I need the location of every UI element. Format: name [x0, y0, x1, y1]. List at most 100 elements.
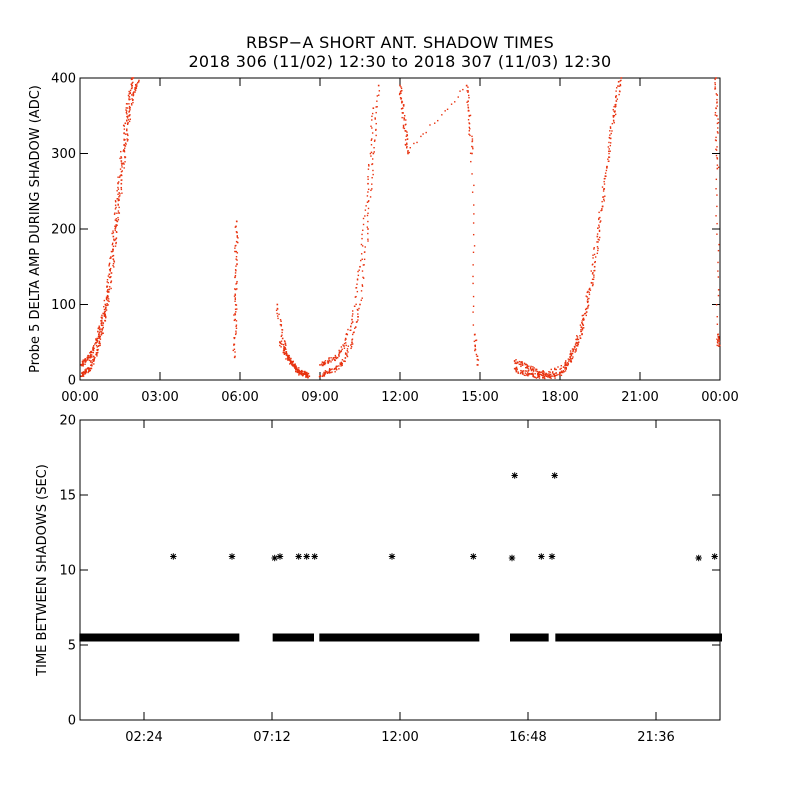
data-point — [524, 372, 527, 374]
data-point — [596, 235, 599, 238]
data-point — [582, 319, 585, 321]
data-point — [716, 222, 718, 225]
data-point — [590, 282, 593, 284]
data-point — [108, 268, 111, 271]
data-point — [462, 88, 464, 91]
data-point — [234, 274, 237, 277]
data-point — [123, 144, 125, 146]
data-point — [549, 376, 551, 379]
data-point — [413, 142, 415, 145]
data-point — [539, 371, 541, 373]
data-point — [100, 328, 102, 330]
data-point — [103, 313, 105, 315]
data-point — [303, 553, 310, 560]
data-point — [132, 93, 134, 95]
data-point — [117, 210, 120, 212]
data-point — [114, 227, 116, 230]
data-point — [107, 304, 109, 306]
data-point — [420, 135, 422, 138]
data-point — [124, 145, 127, 147]
data-point — [371, 132, 374, 134]
data-point — [574, 349, 577, 351]
data-point — [329, 369, 331, 372]
data-point — [532, 370, 535, 372]
data-point — [598, 226, 600, 228]
data-point — [95, 338, 97, 340]
data-point — [716, 94, 718, 96]
data-point — [236, 235, 238, 237]
data-point — [614, 113, 617, 116]
data-point — [335, 369, 338, 371]
data-point — [281, 343, 283, 345]
data-point — [96, 338, 98, 341]
data-point — [471, 145, 473, 148]
data-point — [107, 291, 109, 293]
data-point — [340, 363, 343, 365]
data-point — [113, 238, 115, 240]
data-point — [115, 237, 117, 240]
data-point — [405, 144, 407, 146]
data-point — [565, 367, 567, 369]
data-point — [560, 372, 562, 374]
data-point — [405, 135, 408, 137]
data-point — [371, 138, 373, 140]
data-point — [582, 327, 585, 329]
data-point — [560, 374, 563, 377]
data-point — [559, 374, 561, 376]
data-point — [97, 331, 99, 333]
data-point — [344, 353, 347, 355]
data-point — [112, 262, 115, 265]
data-point — [695, 554, 702, 562]
data-point — [574, 351, 576, 353]
data-point — [332, 357, 334, 359]
data-point — [576, 342, 579, 344]
data-point — [368, 165, 370, 167]
data-point — [236, 280, 238, 283]
data-point — [619, 84, 622, 87]
data-point — [467, 106, 469, 108]
data-point — [406, 142, 408, 144]
data-point — [125, 111, 128, 114]
data-point — [367, 232, 369, 235]
data-point — [236, 259, 238, 261]
data-point — [119, 175, 121, 177]
data-point — [92, 347, 94, 349]
data-point — [84, 358, 86, 360]
data-point — [114, 212, 116, 214]
data-point — [319, 364, 321, 366]
data-point — [304, 373, 307, 375]
data-point — [603, 178, 606, 180]
baseline-band — [272, 633, 314, 642]
data-point — [98, 328, 101, 331]
data-point — [103, 314, 106, 316]
data-point — [131, 78, 133, 80]
data-point — [114, 208, 117, 210]
data-point — [333, 357, 335, 359]
data-point — [560, 367, 562, 370]
data-point — [235, 258, 237, 260]
data-point — [542, 377, 544, 379]
data-point — [587, 301, 589, 304]
data-point — [95, 344, 98, 347]
data-point — [717, 333, 719, 335]
data-point — [535, 368, 537, 370]
data-point — [551, 375, 553, 377]
data-point — [591, 278, 594, 280]
data-point — [345, 344, 347, 347]
data-point — [717, 289, 720, 291]
data-point — [526, 365, 528, 367]
data-point — [407, 150, 409, 152]
bottom-axis-ticks: 02:24 07:12 12:00 16:48 21:36 0 5 10 15 20 — [59, 414, 720, 745]
data-point — [330, 361, 332, 363]
data-point — [375, 122, 377, 125]
data-point — [404, 115, 406, 117]
data-point — [471, 140, 474, 142]
series-8 — [513, 80, 620, 380]
data-point — [511, 472, 518, 479]
data-point — [122, 162, 125, 164]
data-point — [123, 151, 126, 153]
data-point — [85, 371, 88, 373]
data-point — [136, 83, 138, 85]
data-point — [343, 360, 345, 362]
data-point — [131, 82, 133, 85]
